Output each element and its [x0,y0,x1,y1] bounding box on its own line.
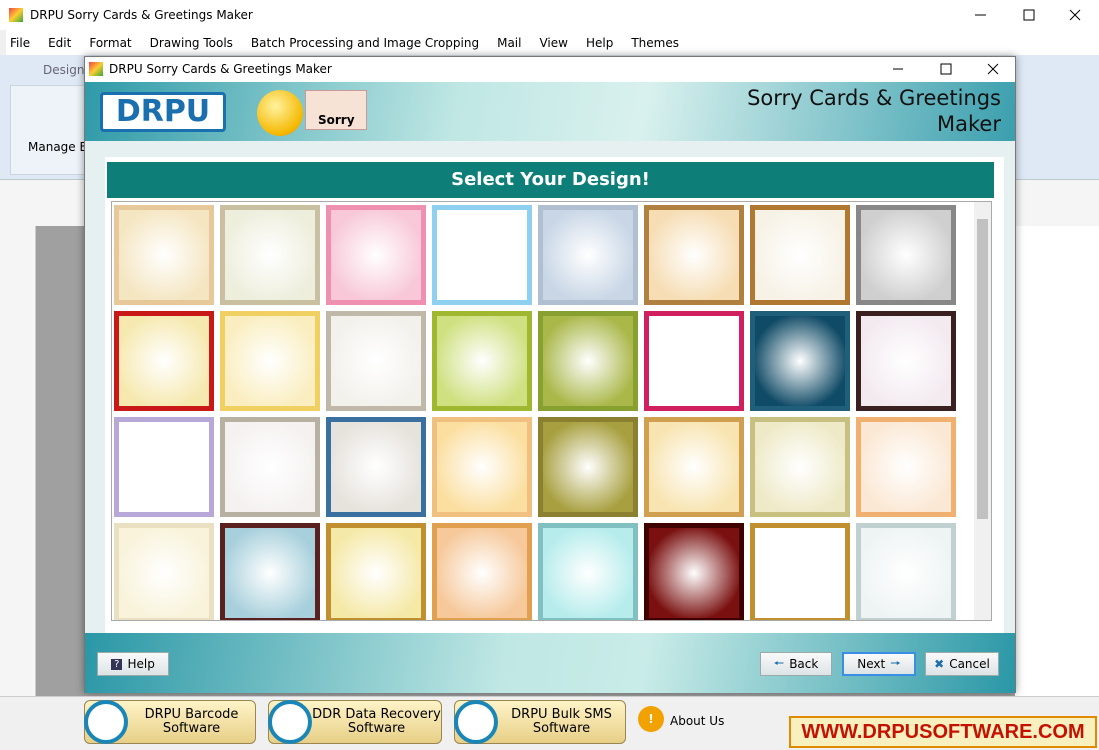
badge: Sorry [318,113,355,127]
design-thumbnail[interactable] [220,311,320,411]
dialog-body: Select Your Design! [85,141,1015,633]
product-label-line: Software [532,721,591,736]
ribbon-group [10,85,90,175]
sorry-face [257,90,303,136]
product-label: DDR Data Recovery Software [312,708,441,736]
design-thumbnail[interactable] [220,417,320,517]
menu-item[interactable]: Themes [631,35,679,50]
menu-item[interactable]: View [539,35,568,50]
product-label: DRPU Barcode Software [128,708,255,736]
design-thumbnail[interactable] [856,311,956,411]
product-label-line: Software [347,721,406,736]
about-us[interactable]: About Us [670,714,725,728]
design-thumbnail[interactable] [750,417,850,517]
design-thumbnail[interactable] [432,523,532,620]
scroll-thumb[interactable] [977,219,988,519]
product-icon [454,700,498,744]
product-label-line: Software [162,721,221,736]
right-panel [1015,226,1099,696]
dialog-title-bar: DRPU Sorry Cards & Greetings Maker [85,57,1015,82]
design-thumbnail[interactable] [644,417,744,517]
next-label: Next [857,657,886,671]
banner: Select Your Design! [107,162,994,198]
product-button[interactable]: DRPU Barcode Software [84,700,256,744]
product-label-line: DDR Data Recovery [312,707,441,722]
design-thumbnail[interactable] [326,311,426,411]
title-bar: DRPU Sorry Cards & Greetings Maker [0,0,1099,30]
design-thumbnail[interactable] [432,417,532,517]
scrollbar[interactable] [974,202,991,620]
design-thumbnail[interactable] [432,311,532,411]
ribbon-tab[interactable]: Designs [43,63,91,77]
design-thumbnail[interactable] [432,205,532,305]
design-thumbnail[interactable] [750,311,850,411]
dialog-title: DRPU Sorry Cards & Greetings Maker [109,62,332,76]
design-thumbnail[interactable] [856,417,956,517]
design-thumbnail[interactable] [114,205,214,305]
next-button[interactable]: Next 🠖 [842,652,916,676]
side-toolbar [0,226,36,696]
cancel-label: Cancel [949,657,990,671]
app-icon [9,8,23,22]
design-thumbnail[interactable] [644,205,744,305]
logo: DRPU [100,92,226,132]
design-thumbnail[interactable] [326,205,426,305]
product-label-line: DRPU Bulk SMS [511,707,612,722]
dialog-heading: Sorry Cards & Greetings Maker [747,86,1001,136]
design-thumbnail[interactable] [114,417,214,517]
dialog: DRPU Sorry Cards & Greetings Maker DRPU … [84,56,1016,693]
menu-item[interactable]: Help [585,35,614,50]
design-thumbnail[interactable] [856,523,956,620]
product-label-line: DRPU Barcode [144,707,239,722]
product-button[interactable]: DDR Data Recovery Software [268,700,442,744]
dialog-controls[interactable] [875,57,1015,82]
design-thumbnail[interactable] [220,523,320,620]
design-thumbnail[interactable] [538,205,638,305]
design-grid [111,201,992,621]
design-thumbnail[interactable] [538,523,638,620]
product-button[interactable]: DRPU Bulk SMS Software [454,700,626,744]
design-thumbnail[interactable] [114,311,214,411]
back-label: Back [789,657,819,671]
product-icon [268,700,312,744]
design-thumbnail[interactable] [856,205,956,305]
design-thumbnail[interactable] [114,523,214,620]
design-thumbnail[interactable] [326,417,426,517]
cancel-button[interactable]: ✖ Cancel [925,652,999,676]
dialog-icon [89,62,103,76]
design-thumbnail[interactable] [538,417,638,517]
dialog-footer: ? Help 🠔 Back Next 🠖 ✖ Cancel [85,633,1015,693]
help-button[interactable]: ? Help [97,652,169,676]
menu-item[interactable]: Format [89,35,132,50]
design-thumbnail[interactable] [750,205,850,305]
menu-bar: File Edit Format Drawing Tools Batch Process… [6,30,1099,55]
help-label: Help [127,657,155,671]
menu-item[interactable]: Edit [48,35,72,50]
window-title: DRPU Sorry Cards & Greetings Maker [30,8,253,22]
design-thumbnail[interactable] [326,523,426,620]
design-thumbnail[interactable] [220,205,320,305]
design-thumbnail[interactable] [750,523,850,620]
product-icon [84,700,128,744]
menu-item[interactable]: Mail [497,35,522,50]
ribbon-button[interactable]: Manage Ba [28,140,96,154]
sorry-card: Sorry [305,90,367,130]
dialog-header: DRPU Sorry Sorry Cards & Greetings Maker [85,82,1015,141]
menu-item[interactable]: Drawing Tools [149,35,233,50]
menu-item[interactable]: Batch Processing and Image Cropping [250,35,480,50]
menu-item[interactable]: File [10,35,31,50]
design-thumbnail[interactable] [538,311,638,411]
design-thumbnail[interactable] [644,523,744,620]
back-button[interactable]: 🠔 Back [760,652,832,676]
window-controls[interactable] [960,0,1099,30]
website[interactable]: WWW.DRPUSOFTWARE.COM [789,716,1097,748]
design-thumbnail[interactable] [644,311,744,411]
product-label: DRPU Bulk SMS Software [498,708,625,736]
about-icon: ! [638,706,664,732]
